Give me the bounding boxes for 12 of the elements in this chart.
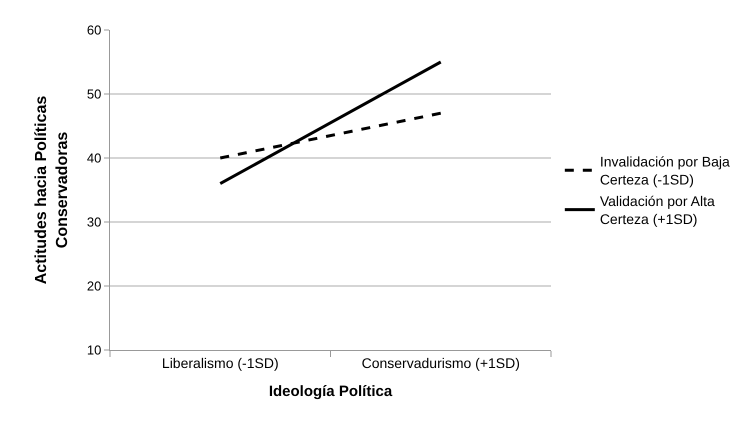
y-tick-label: 10 xyxy=(86,342,102,358)
y-tick-label: 30 xyxy=(86,214,102,230)
x-tick-label: Conservadurismo (+1SD) xyxy=(362,354,520,371)
x-axis-title: Ideología Política xyxy=(268,382,393,400)
y-tick-label: 40 xyxy=(86,150,102,166)
legend-label: Validación por Alta Certeza (+1SD) xyxy=(600,192,715,228)
y-axis-title: Actitudes hacia Políticas Conservadoras xyxy=(33,96,71,284)
y-tick-label: 60 xyxy=(86,22,102,38)
x-tick-label: Liberalismo (-1SD) xyxy=(162,354,279,371)
y-tick-label: 20 xyxy=(86,278,102,294)
y-tick-label: 50 xyxy=(86,86,102,102)
legend-label: Invalidación por Baja Certeza (-1SD) xyxy=(600,154,730,188)
